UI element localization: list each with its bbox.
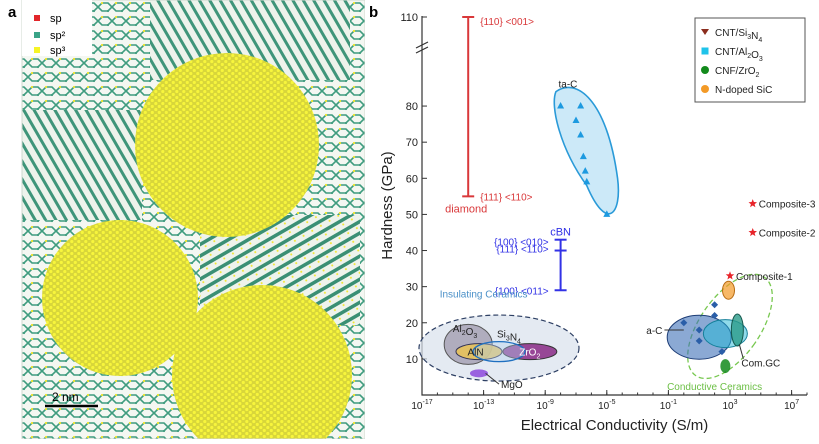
- ta-c-label: ta-C: [558, 80, 577, 91]
- composite-label-2: Composite-2: [759, 228, 816, 239]
- legend-marker: [701, 29, 709, 35]
- n-doped-sic-region: [722, 280, 736, 300]
- legend-label-sp2: sp²: [50, 30, 66, 42]
- mgo-region: [469, 369, 488, 378]
- composite-label-3: Composite-3: [759, 200, 816, 211]
- zro2-label: ZrO2: [519, 348, 540, 361]
- hardness-conductivity-chart: 10-17 10-13 10-9 10-5 10-1 103 107 10 20 30 40 50 60…: [379, 12, 816, 434]
- panel-a-microstructure: sp sp² sp³ 2 nm a: [0, 0, 366, 444]
- conductive-ceramics-label: Conductive Ceramics: [667, 382, 762, 393]
- composite-point: [725, 271, 735, 280]
- x-tick-label: 107: [784, 399, 799, 412]
- y-axis-label: Hardness (GPa): [379, 151, 396, 259]
- ta-c-point: [603, 210, 611, 217]
- x-axis-label: Electrical Conductivity (S/m): [521, 417, 709, 434]
- diamond-top-label: {110} <001>: [480, 17, 534, 28]
- aln-label: AlN: [467, 348, 483, 359]
- y-tick-label: 40: [406, 246, 418, 258]
- zro2-region: [502, 343, 558, 361]
- mgo-leader-line: [485, 372, 500, 385]
- panel-b-chart: b 10-17 10-13 10-9 10-5 10-1 103 107 10 20 30 40 50…: [365, 0, 819, 439]
- ta-c-point: [583, 177, 591, 185]
- com-gc-leader-line: [738, 344, 744, 360]
- legend-swatch-sp2: [34, 32, 40, 38]
- legend-label: CNF/ZrO2: [715, 66, 760, 79]
- y-axis-break-mark: [415, 41, 429, 49]
- composite-point: [748, 199, 757, 208]
- legend-box: [694, 17, 806, 103]
- insulating-ceramics-label: Insulating Ceramics: [440, 289, 528, 300]
- x-tick-label: 10-17: [411, 399, 432, 412]
- legend-marker: [701, 66, 709, 74]
- mgo-label: MgO: [501, 380, 523, 391]
- diamond-bottom-label: {111} <110>: [480, 192, 532, 203]
- y-tick-label: 70: [406, 137, 418, 149]
- com-gc-region: [730, 313, 744, 347]
- cbn-label-top: {100} <010>: [494, 238, 549, 249]
- y-tick-label: 30: [406, 282, 418, 294]
- x-tick-label: 10-1: [660, 399, 677, 412]
- legend-label: CNT/Al2O3: [715, 47, 763, 63]
- a-c-point: [718, 348, 726, 356]
- panel-b-letter: b: [369, 4, 379, 21]
- diamond-grain: [172, 285, 352, 444]
- com-gc-label: Com.GC: [741, 358, 780, 369]
- sp-legend: sp sp² sp³: [34, 13, 66, 57]
- composite-label-1: Composite-1: [736, 272, 793, 283]
- y-tick-label: 80: [406, 101, 418, 113]
- ta-c-point: [557, 102, 565, 109]
- legend-label: CNT/Si3N4: [715, 28, 762, 44]
- diamond-grain: [135, 53, 319, 237]
- legend-marker: [701, 47, 709, 55]
- cbn-label-mid: {111} <110>: [496, 245, 548, 256]
- y-tick-label: 20: [406, 318, 418, 330]
- ta-c-point: [579, 152, 587, 160]
- cnf-zro2-region: [720, 359, 731, 374]
- legend-label-sp: sp: [50, 13, 62, 25]
- legend-label: N-doped SiC: [715, 85, 772, 96]
- a-c-point: [711, 312, 719, 320]
- ta-c-point: [572, 116, 580, 124]
- ta-c-point: [577, 102, 585, 109]
- ta-c-point: [577, 130, 585, 138]
- y-tick-label: 60: [406, 173, 418, 185]
- a-c-point: [680, 319, 688, 327]
- si3n4-label: Si3N4: [497, 330, 521, 346]
- scale-bar-label: 2 nm: [52, 390, 79, 404]
- diamond-grain: [42, 220, 198, 376]
- legend-swatch-sp: [34, 15, 40, 21]
- a-c-point: [711, 301, 719, 309]
- ta-c-region: [553, 86, 620, 215]
- x-tick-label: 103: [722, 399, 737, 412]
- y-axis-break-mark: [415, 46, 429, 54]
- a-c-point: [695, 326, 703, 334]
- y-tick-label: 110: [400, 12, 418, 24]
- x-tick-label: 10-5: [598, 399, 615, 412]
- microstructure-image: sp sp² sp³ 2 nm: [21, 0, 366, 444]
- diamond-label: diamond: [445, 203, 487, 215]
- x-tick-label: 10-9: [537, 399, 554, 412]
- cbn-label: cBN: [550, 227, 571, 239]
- panel-a-letter: a: [8, 4, 17, 21]
- si3n4-region: [472, 341, 526, 363]
- a-c-label: a-C: [646, 326, 662, 337]
- al2o3-label: Al2O3: [453, 324, 478, 340]
- y-tick-label: 50: [406, 209, 418, 221]
- conductive-ceramics-region: [687, 273, 773, 380]
- legend-marker: [701, 85, 709, 93]
- y-tick-label: 10: [406, 354, 418, 366]
- x-tick-label: 10-13: [473, 399, 494, 412]
- legend-swatch-sp3: [34, 47, 40, 53]
- cbn-label-bottom: {100} <011>: [495, 286, 549, 297]
- a-c-point: [695, 337, 703, 345]
- composite-point: [748, 228, 757, 237]
- ta-c-point: [581, 167, 589, 174]
- aln-region: [455, 343, 503, 361]
- legend-label-sp3: sp³: [50, 45, 66, 57]
